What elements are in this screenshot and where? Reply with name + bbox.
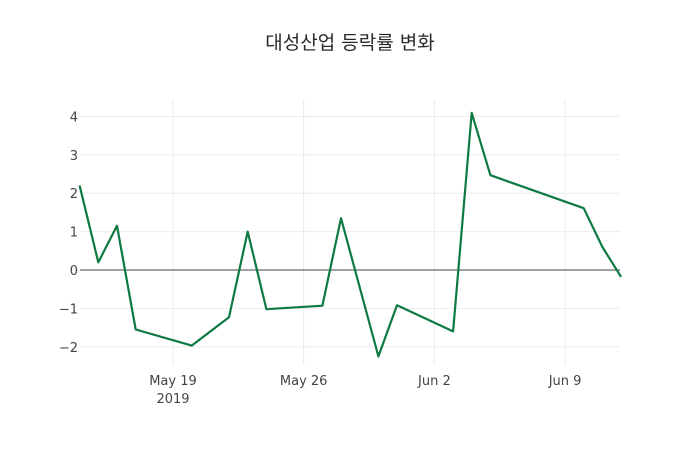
x-tick-label: Jun 9 [548,374,582,389]
x-tick-label: Jun 2 [417,374,451,389]
x-tick-label: May 26 [280,374,328,389]
y-tick-label: −1 [59,302,78,317]
chart-title: 대성산업 등락률 변화 [265,32,435,54]
x-tick-label: May 19 [149,374,197,389]
y-tick-label: 4 [70,110,78,125]
y-tick-label: 0 [70,264,78,279]
x-axis-ticks: May 19 2019 May 26 Jun 2 Jun 9 [149,374,581,407]
y-tick-label: 2 [70,187,78,202]
y-tick-label: 1 [70,226,78,241]
gridlines [80,100,620,365]
x-tick-year-label: 2019 [156,392,189,407]
y-tick-label: −2 [59,341,78,356]
series-line [78,111,623,358]
y-axis-ticks: 4 3 2 1 0 −1 −2 [59,110,78,355]
y-tick-label: 3 [70,149,78,164]
